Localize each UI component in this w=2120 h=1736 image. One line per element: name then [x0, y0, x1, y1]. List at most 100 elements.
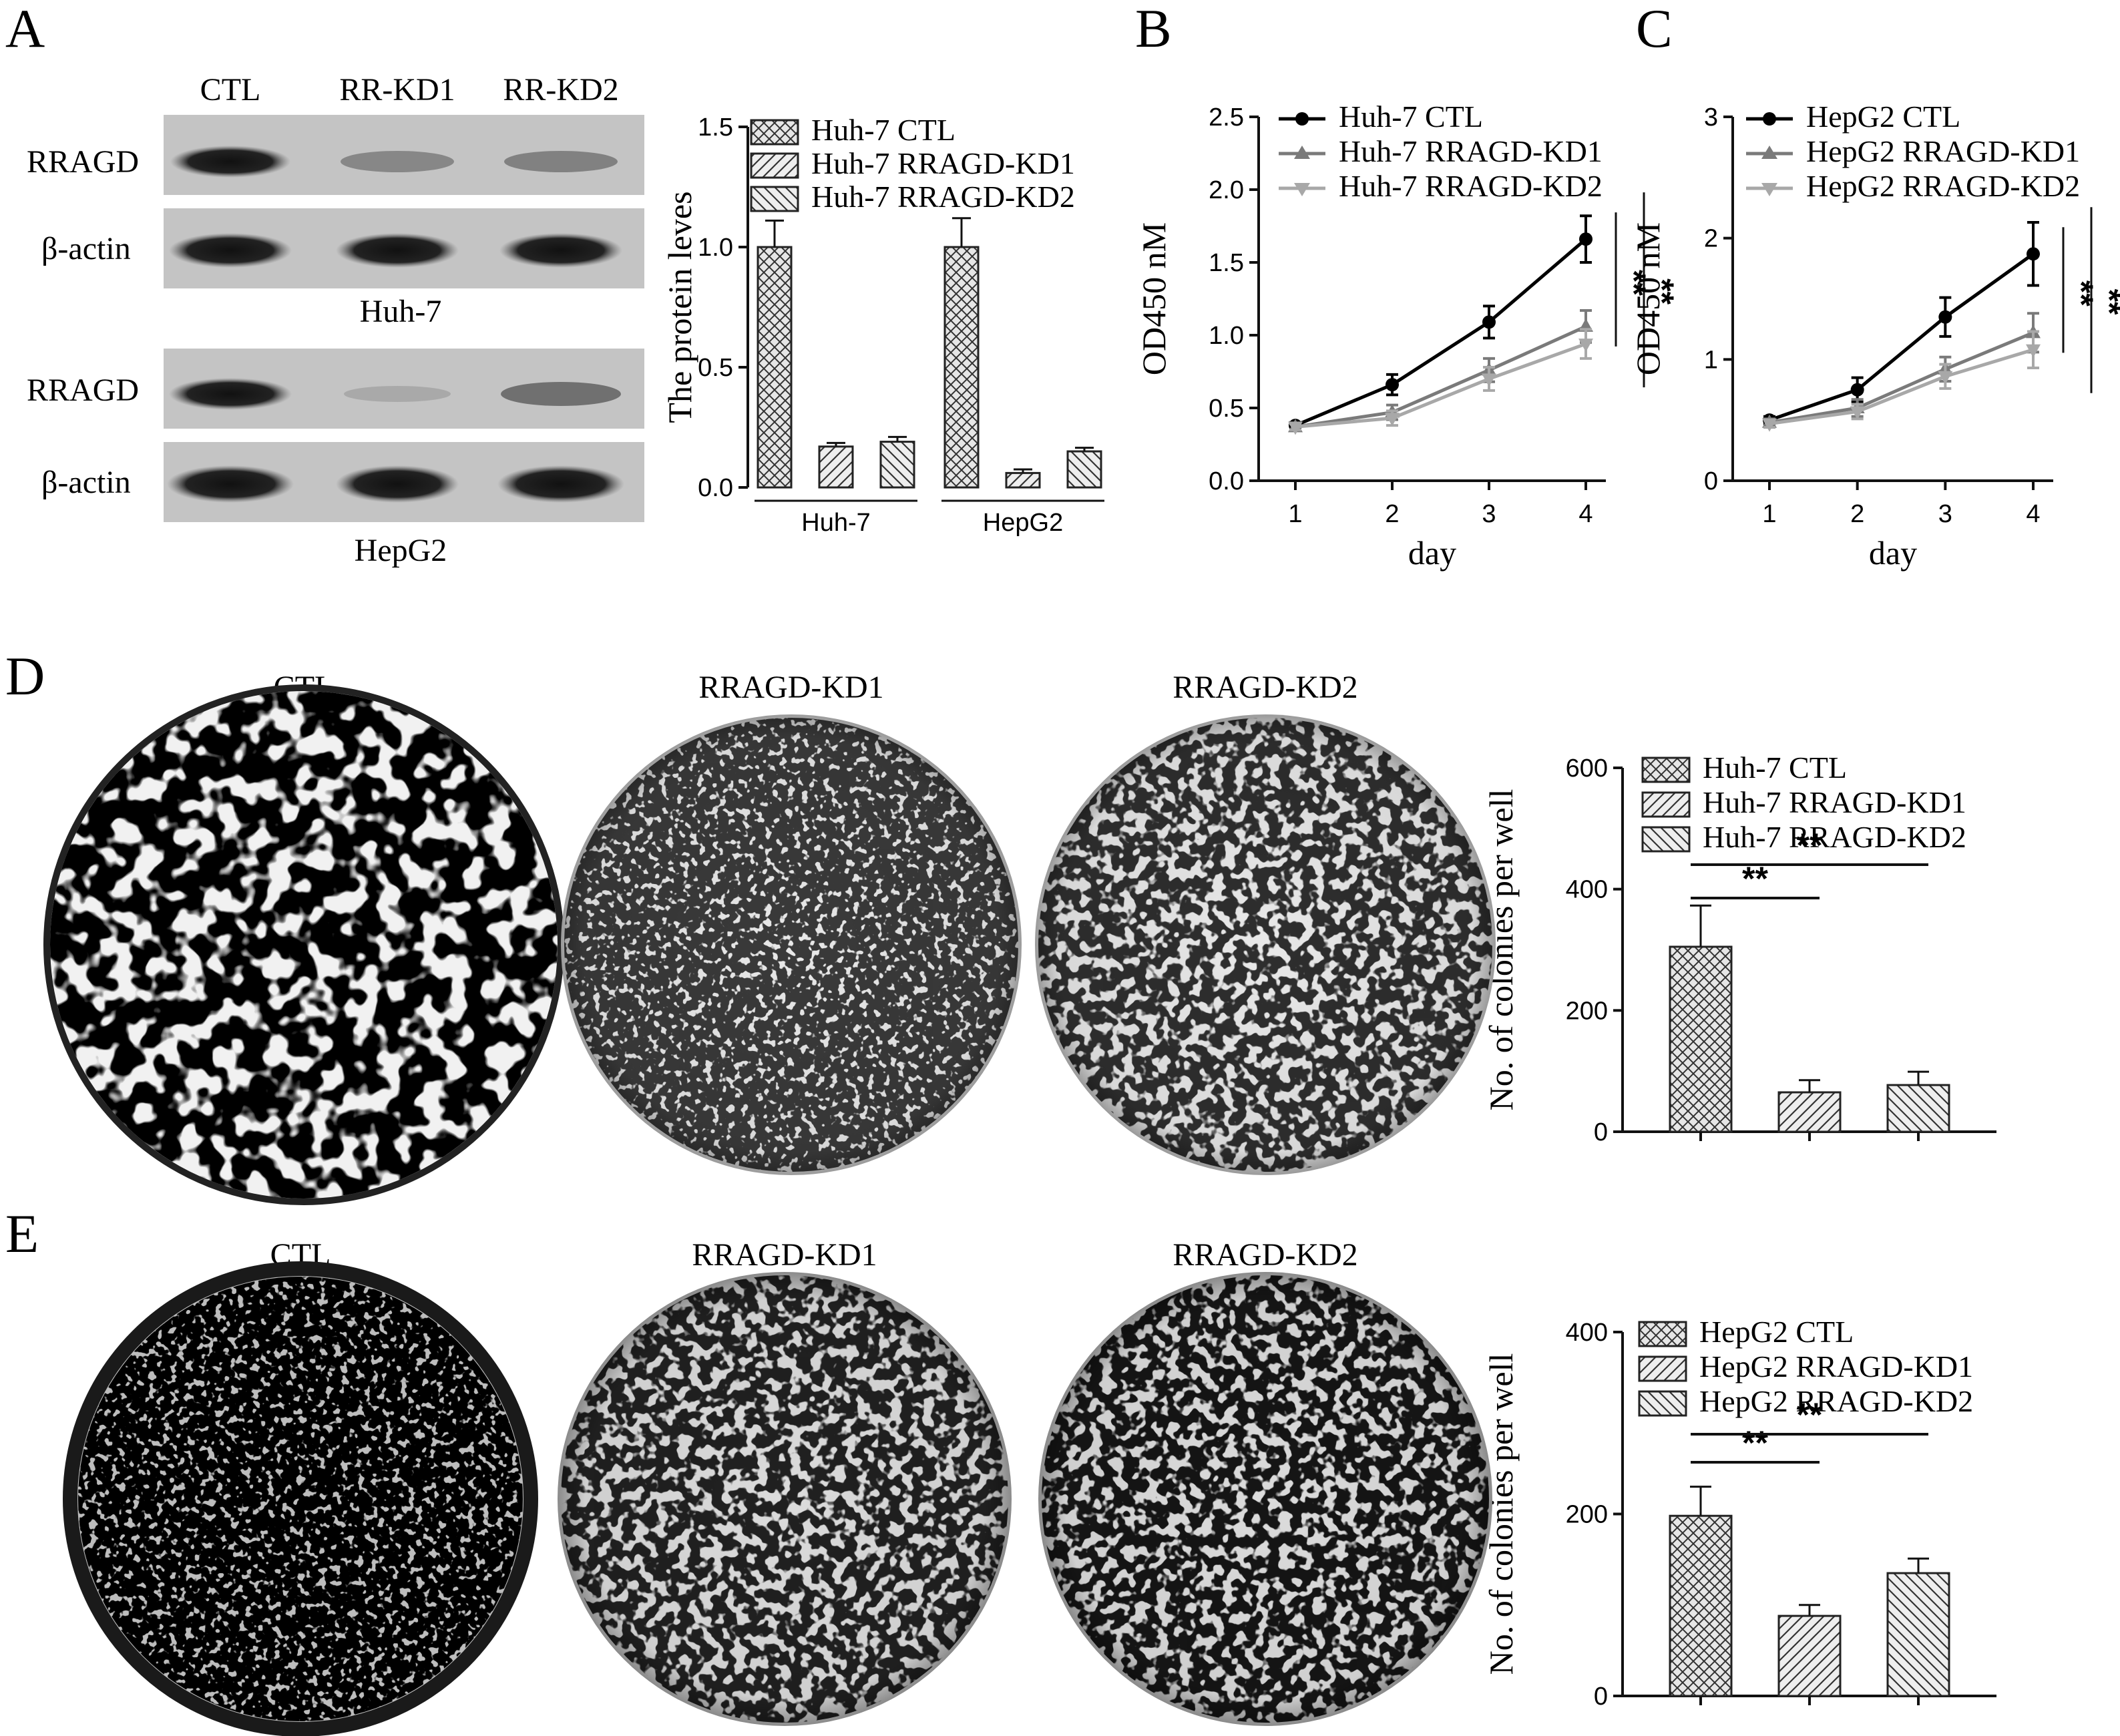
bar — [1777, 1091, 1842, 1133]
data-point — [1850, 406, 1865, 420]
group-label: HepG2 — [983, 509, 1063, 537]
y-tick-label: 1.5 — [1209, 249, 1244, 277]
y-tick-label: 2 — [1704, 225, 1718, 253]
blot-band — [501, 382, 621, 406]
y-tick-label: 0 — [1594, 1683, 1608, 1711]
panel-label-e: E — [5, 1203, 39, 1264]
significance-label: ** — [1643, 278, 1681, 304]
legend-swatch — [750, 119, 799, 146]
bar — [1777, 1614, 1842, 1697]
x-tick-label: 1 — [1288, 500, 1302, 528]
x-tick-label: 4 — [1578, 500, 1593, 528]
legend-marker — [1295, 112, 1309, 126]
data-point — [1938, 310, 1952, 324]
group-label: Huh-7 — [801, 509, 871, 537]
data-point — [1482, 373, 1496, 387]
legend-swatch — [1638, 1355, 1687, 1382]
significance-label: ** — [2091, 289, 2120, 315]
significance-label: ** — [1797, 1396, 1823, 1434]
legend-label: HepG2 RRAGD-KD2 — [1806, 169, 2080, 203]
colony-dish-e-kd2 — [1038, 1272, 1492, 1726]
dish-title: RRAGD-KD2 — [1173, 1237, 1357, 1273]
data-point — [1578, 339, 1593, 353]
panel-label-a: A — [5, 0, 45, 59]
bar — [1669, 945, 1733, 1133]
x-tick-label: 1 — [1762, 500, 1776, 528]
dish-title: RRAGD-KD2 — [1173, 670, 1357, 705]
panel-label-d: D — [5, 646, 45, 706]
y-tick-label: 3 — [1704, 103, 1718, 132]
data-point — [2027, 247, 2040, 261]
legend-label: Huh-7 RRAGD-KD1 — [1339, 134, 1603, 168]
x-axis-label: day — [1869, 534, 1917, 572]
y-tick-label: 200 — [1566, 1501, 1608, 1529]
bar — [1669, 1514, 1733, 1697]
legend-label: Huh-7 RRAGD-KD1 — [1703, 785, 1966, 819]
bar — [818, 445, 854, 489]
blot-band — [497, 465, 624, 503]
blot-band — [167, 465, 294, 503]
dish-title: RRAGD-KD1 — [698, 670, 883, 705]
blot-band — [504, 151, 618, 172]
colony-dish-d-ctl — [43, 684, 564, 1205]
series-line — [1295, 324, 1587, 429]
series-line — [1769, 331, 2034, 425]
data-point — [1762, 418, 1777, 432]
y-tick-label: 2.5 — [1209, 103, 1244, 132]
blot-lane-label: RR-KD2 — [503, 72, 618, 107]
panel-label-b: B — [1135, 0, 1172, 59]
legend-marker — [1763, 112, 1776, 126]
legend-marker — [1294, 183, 1310, 196]
y-tick-label: 1.0 — [1209, 322, 1244, 350]
blot-lane-label: RR-KD1 — [339, 72, 455, 107]
panel-label-c: C — [1636, 0, 1673, 59]
legend-swatch — [1638, 1321, 1687, 1347]
blot-cell-line-label: HepG2 — [355, 533, 447, 568]
significance-label: ** — [1742, 860, 1768, 897]
legend-marker — [1761, 183, 1777, 196]
colony-dish-d-kd1 — [561, 714, 1022, 1175]
legend-label: HepG2 RRAGD-KD1 — [1699, 1349, 1973, 1383]
bar — [1886, 1084, 1950, 1133]
y-tick-label: 400 — [1566, 1319, 1608, 1347]
y-tick-label: 1.5 — [698, 114, 733, 142]
y-tick-label: 0.5 — [1209, 395, 1244, 423]
legend-label: Huh-7 RRAGD-KD2 — [1339, 169, 1603, 203]
protein-level-bar-chart: 0.0 0.5 1.0 1.5 The protein leves Huh-7 HepG2 H… — [661, 113, 1104, 537]
legend-swatch — [750, 186, 799, 212]
y-tick-label: 2.0 — [1209, 176, 1244, 204]
blot-row-label: RRAGD — [27, 373, 139, 408]
legend-label: HepG2 CTL — [1699, 1315, 1854, 1349]
x-tick-label: 2 — [1850, 500, 1864, 528]
significance-label: ** — [1742, 1424, 1768, 1462]
colony-dish-e-ctl — [63, 1261, 538, 1736]
blot-row-label: β-actin — [41, 465, 131, 500]
significance-label: ** — [2063, 280, 2100, 306]
legend-label: Huh-7 RRAGD-KD2 — [1703, 820, 1966, 854]
data-point — [1850, 383, 1864, 397]
blot-band — [169, 378, 292, 410]
blot-band — [344, 386, 451, 402]
y-tick-label: 1 — [1704, 346, 1718, 374]
colony-dish-e-kd1 — [558, 1272, 1012, 1726]
x-tick-label: 3 — [1482, 500, 1496, 528]
bar — [879, 441, 915, 489]
legend-swatch — [1641, 826, 1691, 853]
legend-marker — [1294, 146, 1310, 159]
legend-label: HepG2 CTL — [1806, 99, 1960, 134]
y-tick-label: 600 — [1566, 754, 1608, 783]
x-axis-label: day — [1408, 534, 1456, 572]
legend-label: Huh-7 CTL — [1339, 99, 1483, 134]
blot-row-label: β-actin — [41, 231, 131, 266]
y-tick-label: 0.5 — [698, 354, 733, 382]
western-blot: CTL RR-KD1 RR-KD2 RRAGD β-actin RRAGD β-… — [27, 72, 644, 568]
data-point — [1938, 371, 1953, 385]
y-axis-label: The protein leves — [661, 191, 698, 423]
y-tick-label: 0 — [1704, 467, 1718, 495]
data-point — [2026, 344, 2041, 358]
legend-label: Huh-7 CTL — [811, 113, 956, 147]
y-tick-label: 0.0 — [698, 474, 733, 502]
